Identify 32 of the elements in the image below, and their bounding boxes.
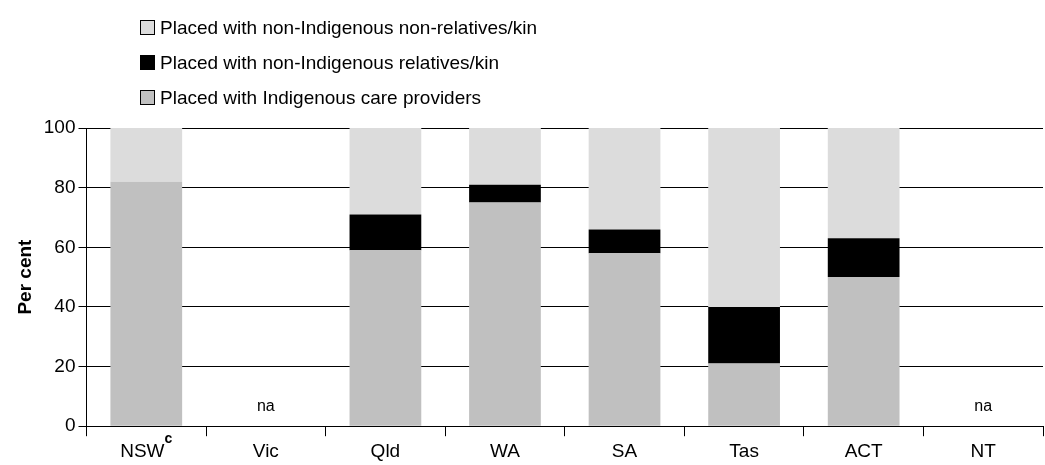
- bar: [349, 128, 422, 215]
- x-tick-label: NT: [970, 440, 997, 462]
- bar: [827, 128, 900, 239]
- bar: [827, 277, 900, 426]
- bar: [349, 250, 422, 426]
- x-tick-label: SA: [611, 440, 638, 462]
- legend-label: Placed with non-Indigenous non-relatives/kin: [160, 16, 538, 40]
- x-tick-label: ACT: [844, 440, 884, 462]
- bar: [708, 128, 780, 307]
- bar: [708, 306, 780, 364]
- annotation: na: [256, 397, 275, 415]
- x-tick-label: Vic: [252, 440, 279, 462]
- bar: [469, 202, 541, 426]
- x-tick-label: Tas: [729, 440, 759, 462]
- y-tick-label: 60: [54, 235, 76, 257]
- x-tick-label: WA: [490, 440, 521, 462]
- y-axis-title: Per cent: [13, 238, 35, 315]
- annotation: na: [974, 397, 993, 415]
- x-tick-label: Qld: [370, 440, 401, 462]
- y-tick-label: 100: [43, 116, 76, 138]
- y-tick-label: 0: [64, 414, 76, 436]
- legend-label: Placed with Indigenous care providers: [160, 86, 482, 110]
- bar: [469, 128, 541, 185]
- y-tick-label: 20: [54, 354, 76, 376]
- bar: [708, 363, 780, 426]
- bar: [588, 253, 661, 426]
- bar: [110, 181, 183, 426]
- y-tick-label: 40: [54, 295, 76, 317]
- y-tick-label: 80: [54, 175, 76, 197]
- bar: [588, 128, 661, 230]
- bar: [110, 128, 183, 182]
- legend-label: Placed with non-Indigenous relatives/kin: [160, 51, 500, 75]
